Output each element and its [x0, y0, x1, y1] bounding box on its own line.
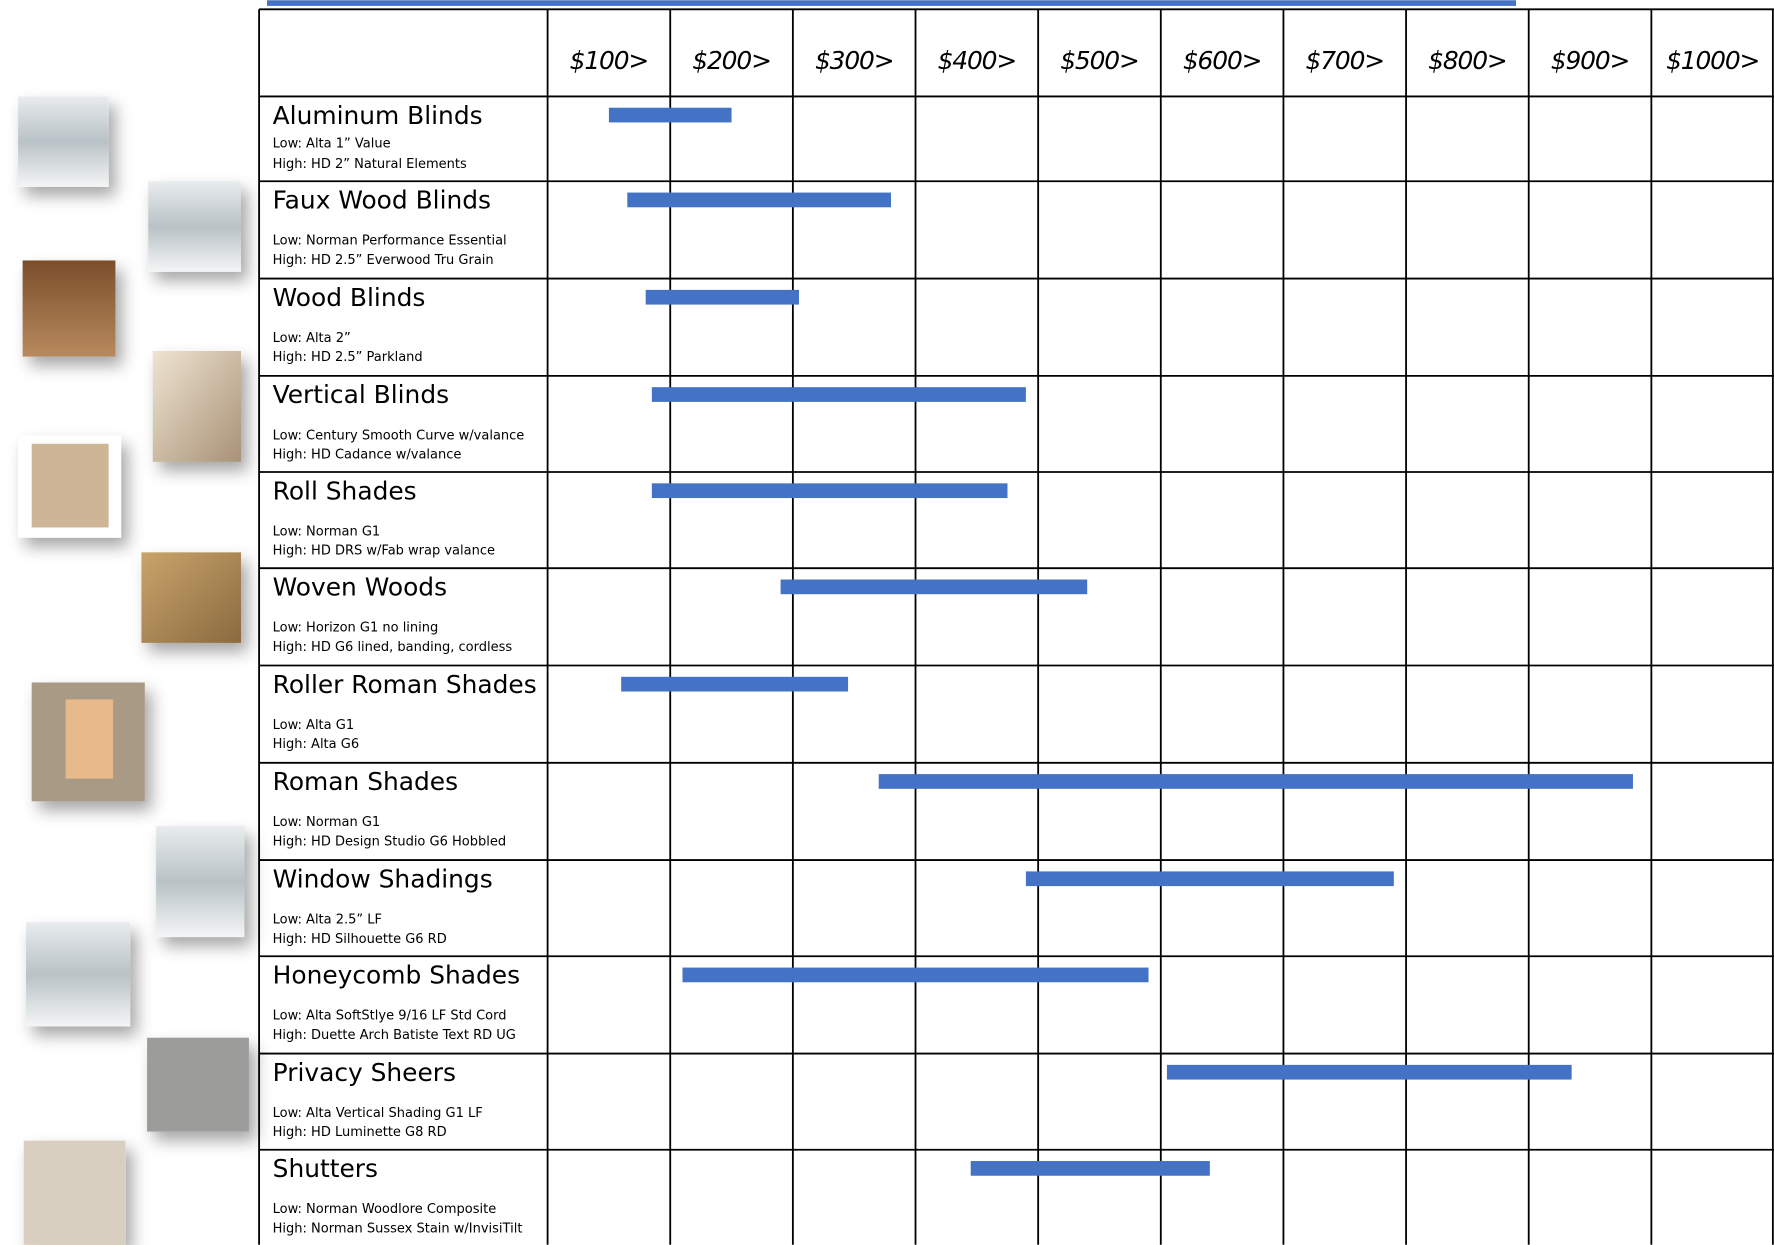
row-name: Roman Shades — [273, 767, 458, 796]
low-product: Low: Alta G1 — [273, 718, 354, 733]
price-range-bar — [651, 387, 1026, 402]
x-tick-label: $300> — [815, 46, 894, 75]
high-product: High: HD Cadance w/valance — [273, 448, 462, 463]
x-tick-label: $100> — [570, 46, 649, 75]
x-tick-label: $700> — [1306, 46, 1385, 75]
x-tick-label: $600> — [1183, 46, 1262, 75]
price-range-bar — [878, 774, 1633, 789]
x-tick-label: $500> — [1060, 46, 1139, 75]
x-tick-label: $800> — [1428, 46, 1507, 75]
price-range-bar — [1166, 1064, 1572, 1080]
high-product: High: HD 2.5” Everwood Tru Grain — [273, 253, 494, 268]
row-name: Wood Blinds — [273, 283, 426, 312]
low-product: Low: Norman Woodlore Composite — [273, 1202, 497, 1217]
thumbnails — [18, 96, 249, 1245]
top-band — [267, 0, 1517, 6]
high-product: High: HD DRS w/Fab wrap valance — [273, 544, 495, 559]
row-name: Woven Woods — [273, 573, 447, 602]
low-product: Low: Alta 1” Value — [273, 136, 391, 151]
price-range-bar — [608, 107, 732, 123]
row-name: Honeycomb Shades — [273, 961, 520, 990]
low-product: Low: Alta SoftStlye 9/16 LF Std Cord — [273, 1009, 507, 1024]
high-product: High: HD 2.5” Parkland — [273, 350, 423, 365]
table: $100> $200> $300> $400> $500> $600> $700> $800>… — [258, 8, 1774, 1245]
row-name: Shutters — [273, 1154, 378, 1183]
high-product: High: Alta G6 — [273, 737, 359, 752]
row-name: Aluminum Blinds — [273, 101, 483, 130]
low-product: Low: Norman G1 — [273, 524, 381, 539]
x-tick-label: $900> — [1551, 46, 1630, 75]
high-product: High: Norman Sussex Stain w/InvisiTilt — [273, 1221, 523, 1236]
row-name: Privacy Sheers — [273, 1058, 456, 1087]
x-tick-label: $1000> — [1666, 46, 1759, 75]
price-range-bar — [645, 289, 800, 305]
low-product: Low: Horizon G1 no lining — [273, 621, 439, 636]
high-product: High: HD G6 lined, banding, cordless — [273, 640, 513, 655]
row-name: Faux Wood Blinds — [273, 186, 491, 215]
low-product: Low: Norman Performance Essential — [273, 234, 507, 249]
row-name: Roll Shades — [273, 476, 417, 505]
high-product: High: HD 2” Natural Elements — [273, 157, 467, 172]
price-range-bar — [621, 676, 849, 692]
low-product: Low: Century Smooth Curve w/valance — [273, 428, 525, 443]
price-range-bar — [682, 967, 1149, 983]
price-range-bar — [651, 483, 1008, 499]
low-product: Low: Norman G1 — [273, 815, 381, 830]
high-product: High: Duette Arch Batiste Text RD UG — [273, 1028, 516, 1043]
low-product: Low: Alta Vertical Shading G1 LF — [273, 1106, 483, 1121]
price-range-bar — [627, 192, 891, 208]
price-range-bar — [1025, 871, 1394, 887]
low-product: Low: Alta 2” — [273, 331, 351, 346]
row-name: Roller Roman Shades — [273, 670, 537, 699]
x-tick-label: $200> — [692, 46, 771, 75]
high-product: High: HD Design Studio G6 Hobbled — [273, 834, 506, 849]
price-range-bar — [970, 1161, 1210, 1176]
high-product: High: HD Silhouette G6 RD — [273, 932, 447, 947]
row-name: Window Shadings — [273, 864, 493, 893]
row-name: Vertical Blinds — [273, 380, 449, 409]
x-tick-label: $400> — [938, 46, 1017, 75]
low-product: Low: Alta 2.5” LF — [273, 913, 382, 928]
price-range-bar — [780, 579, 1088, 595]
high-product: High: HD Luminette G8 RD — [273, 1125, 447, 1140]
